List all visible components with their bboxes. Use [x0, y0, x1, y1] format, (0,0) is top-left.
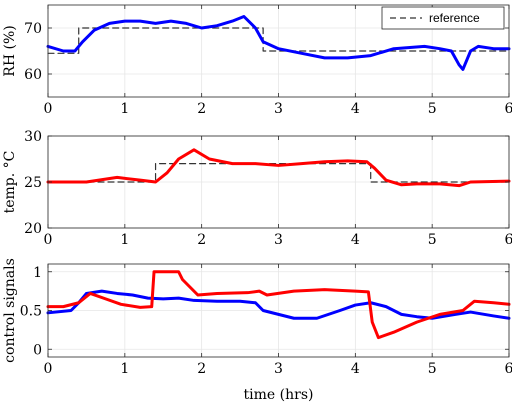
x-tick-label: 3 — [274, 101, 283, 117]
legend: reference — [381, 6, 505, 30]
x-tick-label: 4 — [351, 361, 360, 377]
series-line-red — [46, 270, 511, 340]
x-tick-label: 0 — [44, 361, 53, 377]
y-axis-label: control signals — [2, 258, 18, 363]
y-tick-label: 0.5 — [20, 304, 42, 320]
x-tick-label: 1 — [120, 101, 129, 117]
panel-rh: 0 1 2 3 4 5 6 60 70 RH (%) reference — [2, 4, 512, 117]
legend-box — [381, 6, 505, 30]
x-tick-label: 0 — [44, 232, 53, 248]
x-tick-label: 3 — [274, 361, 283, 377]
y-axis-label: temp. °C — [2, 151, 18, 214]
y-tick-label: 70 — [24, 21, 42, 37]
y-tick-label: 1 — [33, 265, 42, 281]
series-line-red — [46, 148, 511, 188]
y-tick-label: 20 — [24, 221, 42, 237]
x-tick-label: 4 — [351, 101, 360, 117]
x-tick-label: 2 — [197, 361, 206, 377]
series-line-reference — [47, 27, 510, 54]
x-axis-label: time (hrs) — [244, 387, 314, 403]
x-tick-label: 1 — [120, 361, 129, 377]
panel-control: 0 1 2 3 4 5 6 0 0.5 1 control signals time (hrs) — [2, 258, 512, 403]
x-tick-label: 0 — [44, 101, 53, 117]
y-tick-label: 60 — [24, 67, 42, 83]
x-tick-label: 3 — [274, 232, 283, 248]
y-tick-label: 25 — [24, 175, 42, 191]
legend-label-reference: reference — [429, 11, 480, 25]
x-tick-label: 1 — [120, 232, 129, 248]
x-tick-label: 5 — [428, 101, 437, 117]
x-tick-label: 6 — [505, 232, 512, 248]
x-tick-label: 6 — [505, 361, 512, 377]
x-tick-label: 5 — [428, 361, 437, 377]
panel-temp: 0 1 2 3 4 5 6 20 25 30 temp. °C — [2, 129, 512, 248]
x-tick-label: 2 — [197, 101, 206, 117]
y-tick-label: 0 — [33, 342, 42, 358]
series-line-blue — [46, 15, 511, 71]
y-axis-label: RH (%) — [2, 25, 18, 76]
x-tick-label: 4 — [351, 232, 360, 248]
series-line-blue — [46, 289, 511, 320]
x-tick-label: 6 — [505, 101, 512, 117]
x-tick-label: 2 — [197, 232, 206, 248]
x-tick-label: 5 — [428, 232, 437, 248]
y-tick-label: 30 — [24, 129, 42, 145]
